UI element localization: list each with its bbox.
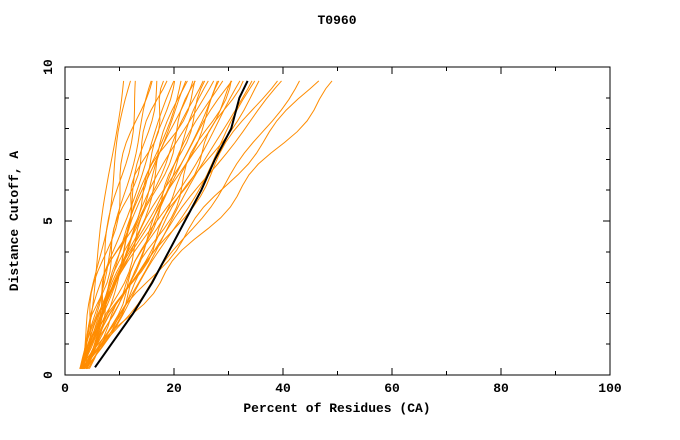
ensemble-curves — [79, 80, 333, 370]
model-curve — [88, 80, 206, 370]
x-tick-label: 20 — [166, 381, 182, 396]
y-tick-label: 0 — [41, 371, 56, 379]
axis-ticks — [64, 66, 611, 376]
model-curve — [84, 80, 282, 369]
x-axis-label: Percent of Residues (CA) — [243, 401, 430, 416]
model-curve — [87, 80, 182, 369]
model-curve — [81, 80, 175, 369]
y-tick-label: 5 — [41, 217, 56, 225]
x-tick-label: 0 — [61, 381, 69, 396]
axis-tick-labels: 0 20 40 60 80 100 0 5 10 — [41, 59, 622, 396]
y-axis-label: Distance Cutoff, A — [7, 151, 22, 292]
model-curve — [81, 80, 224, 369]
model-curve — [85, 80, 320, 370]
model-curve — [81, 80, 241, 369]
x-tick-label: 100 — [598, 381, 622, 396]
model-curve — [80, 80, 233, 369]
model-curve — [81, 80, 260, 369]
chart-title: T0960 — [317, 13, 356, 28]
x-tick-label: 60 — [384, 381, 400, 396]
model-curve — [81, 80, 204, 369]
model-curve — [81, 80, 244, 370]
model-curve — [82, 80, 168, 369]
y-tick-label: 10 — [41, 59, 56, 75]
plot-frame — [64, 66, 611, 376]
x-tick-label: 40 — [275, 381, 291, 396]
model-curve — [87, 80, 253, 370]
model-curve — [83, 80, 256, 370]
model-curve — [81, 80, 333, 370]
reference-curve-group — [94, 80, 249, 368]
reference-curve — [94, 80, 249, 368]
model-curve — [82, 80, 232, 370]
x-tick-label: 80 — [493, 381, 509, 396]
model-curve — [81, 80, 196, 369]
